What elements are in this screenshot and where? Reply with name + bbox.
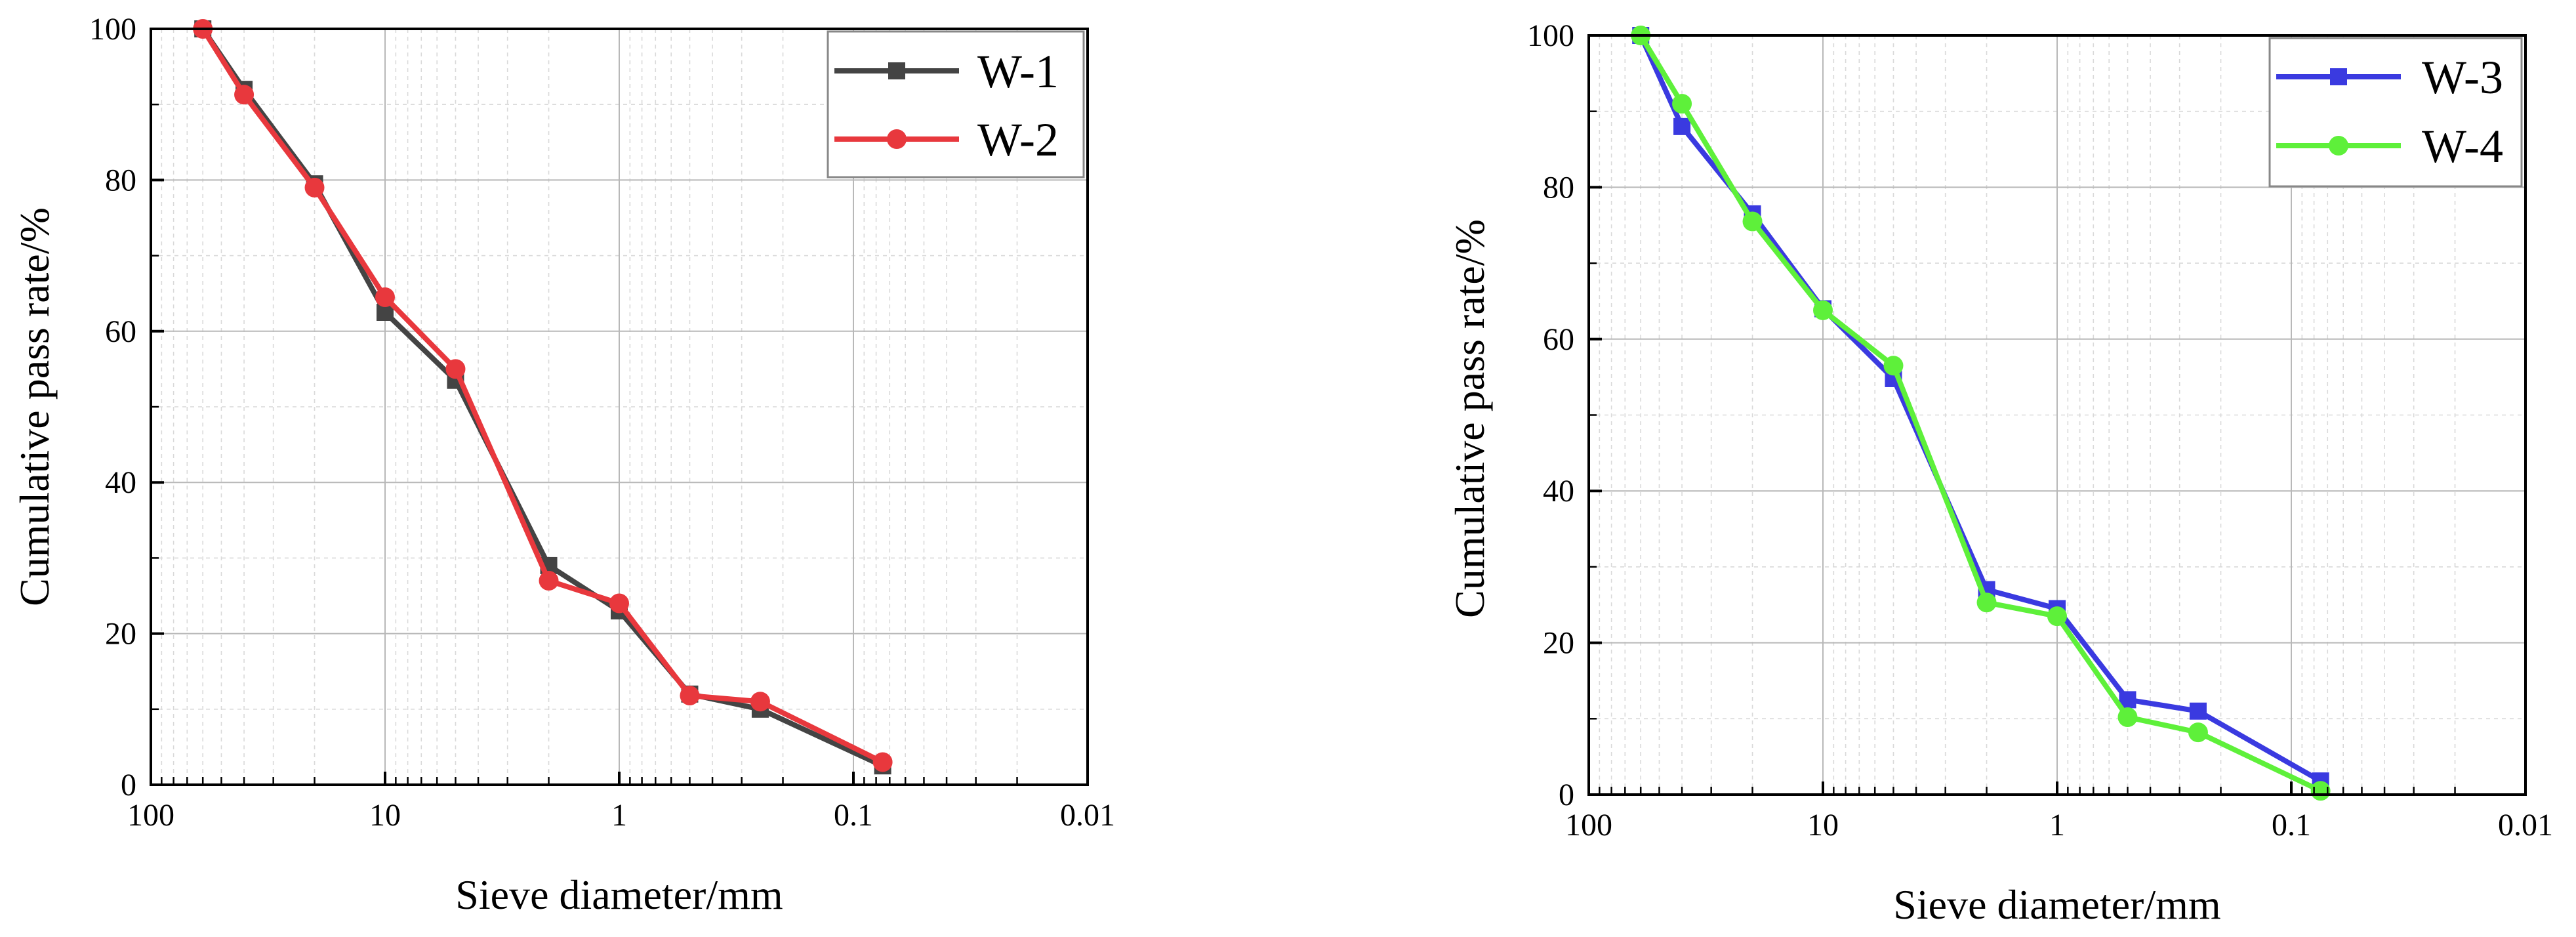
data-point-w-4 bbox=[1672, 94, 1692, 114]
data-point-w-4 bbox=[2117, 707, 2138, 727]
chart-right-x-axis-label: Sieve diameter/mm bbox=[1893, 881, 2220, 928]
y-tick-label: 100 bbox=[89, 12, 136, 47]
series-line-w-1 bbox=[200, 27, 884, 768]
chart-left: 100 10 1 0.1 0.01 0 20 40 60 80 100 Sieve diameter… bbox=[11, 12, 1115, 918]
data-point-w-2 bbox=[872, 752, 893, 772]
data-point-w-2 bbox=[234, 85, 255, 105]
series-line-w-3 bbox=[1638, 34, 2322, 783]
series-line-w-2 bbox=[200, 27, 884, 764]
x-tick-label: 100 bbox=[1565, 808, 1612, 843]
y-tick-label: 20 bbox=[105, 617, 136, 652]
data-point-w-4 bbox=[1883, 356, 1904, 376]
x-tick-label: 100 bbox=[127, 798, 174, 833]
chart-left-legend: W-1 W-2 bbox=[827, 30, 1085, 178]
chart-right-legend-box bbox=[2268, 37, 2523, 188]
chart-left-legend-box bbox=[827, 30, 1085, 178]
chart-left-y-axis-label: Cumulative pass rate/% bbox=[11, 207, 58, 606]
data-point-w-2 bbox=[539, 570, 559, 591]
legend-marker-w-1 bbox=[888, 62, 905, 79]
y-tick-label: 40 bbox=[105, 465, 136, 500]
legend-label-w-3: W-3 bbox=[2422, 51, 2503, 104]
chart-right-ticks: 100 10 1 0.1 0.01 0 20 40 60 80 100 bbox=[1527, 18, 2553, 843]
data-point-w-3 bbox=[1673, 117, 1691, 135]
x-tick-label: 1 bbox=[611, 798, 627, 833]
data-point-w-2 bbox=[375, 287, 395, 307]
data-point-w-2 bbox=[609, 593, 629, 614]
legend-marker-w-3 bbox=[2330, 68, 2347, 85]
data-point-w-4 bbox=[2047, 606, 2067, 627]
data-point-w-4 bbox=[2188, 722, 2208, 743]
y-tick-label: 20 bbox=[1543, 626, 1574, 661]
y-tick-label: 40 bbox=[1543, 474, 1574, 509]
legend-marker-w-2 bbox=[887, 129, 907, 149]
y-tick-label: 100 bbox=[1527, 18, 1574, 53]
x-tick-label: 0.1 bbox=[834, 798, 873, 833]
chart-right: 100 10 1 0.1 0.01 0 20 40 60 80 100 Sieve diameter… bbox=[1446, 18, 2553, 928]
y-tick-label: 60 bbox=[1543, 322, 1574, 357]
chart-left-x-axis-label: Sieve diameter/mm bbox=[455, 871, 783, 918]
chart-left-ticks: 100 10 1 0.1 0.01 0 20 40 60 80 100 bbox=[89, 12, 1115, 833]
y-tick-label: 60 bbox=[105, 314, 136, 349]
x-tick-label: 10 bbox=[1807, 808, 1839, 843]
data-point-w-2 bbox=[304, 177, 325, 198]
x-tick-label: 10 bbox=[369, 798, 401, 833]
legend-label-w-1: W-1 bbox=[977, 45, 1059, 98]
series-w-1 bbox=[194, 20, 891, 775]
y-tick-label: 80 bbox=[1543, 170, 1574, 205]
data-point-w-4 bbox=[1742, 211, 1763, 232]
chart-left-series bbox=[193, 19, 893, 775]
legend-label-w-2: W-2 bbox=[977, 114, 1059, 166]
x-tick-label: 0.1 bbox=[2272, 808, 2311, 843]
data-point-w-2 bbox=[445, 359, 466, 379]
series-w-2 bbox=[193, 19, 893, 772]
legend-label-w-4: W-4 bbox=[2422, 120, 2503, 173]
chart-right-series bbox=[1631, 26, 2331, 801]
x-tick-label: 1 bbox=[2049, 808, 2065, 843]
data-point-w-2 bbox=[750, 692, 770, 712]
series-w-4 bbox=[1631, 26, 2331, 801]
data-point-w-3 bbox=[2189, 702, 2207, 720]
chart-right-y-axis-label: Cumulative pass rate/% bbox=[1446, 219, 1493, 618]
x-tick-label: 0.01 bbox=[1060, 798, 1115, 833]
data-point-w-2 bbox=[680, 686, 700, 706]
series-w-3 bbox=[1632, 27, 2329, 790]
x-tick-label: 0.01 bbox=[2498, 808, 2553, 843]
y-tick-label: 80 bbox=[105, 163, 136, 198]
chart-right-legend: W-3 W-4 bbox=[2268, 37, 2523, 188]
data-point-w-4 bbox=[1813, 300, 1833, 320]
y-tick-label: 0 bbox=[1559, 778, 1574, 812]
y-tick-label: 0 bbox=[121, 768, 136, 802]
series-line-w-4 bbox=[1638, 33, 2322, 793]
legend-marker-w-4 bbox=[2329, 136, 2348, 156]
data-point-w-4 bbox=[1976, 593, 1997, 613]
